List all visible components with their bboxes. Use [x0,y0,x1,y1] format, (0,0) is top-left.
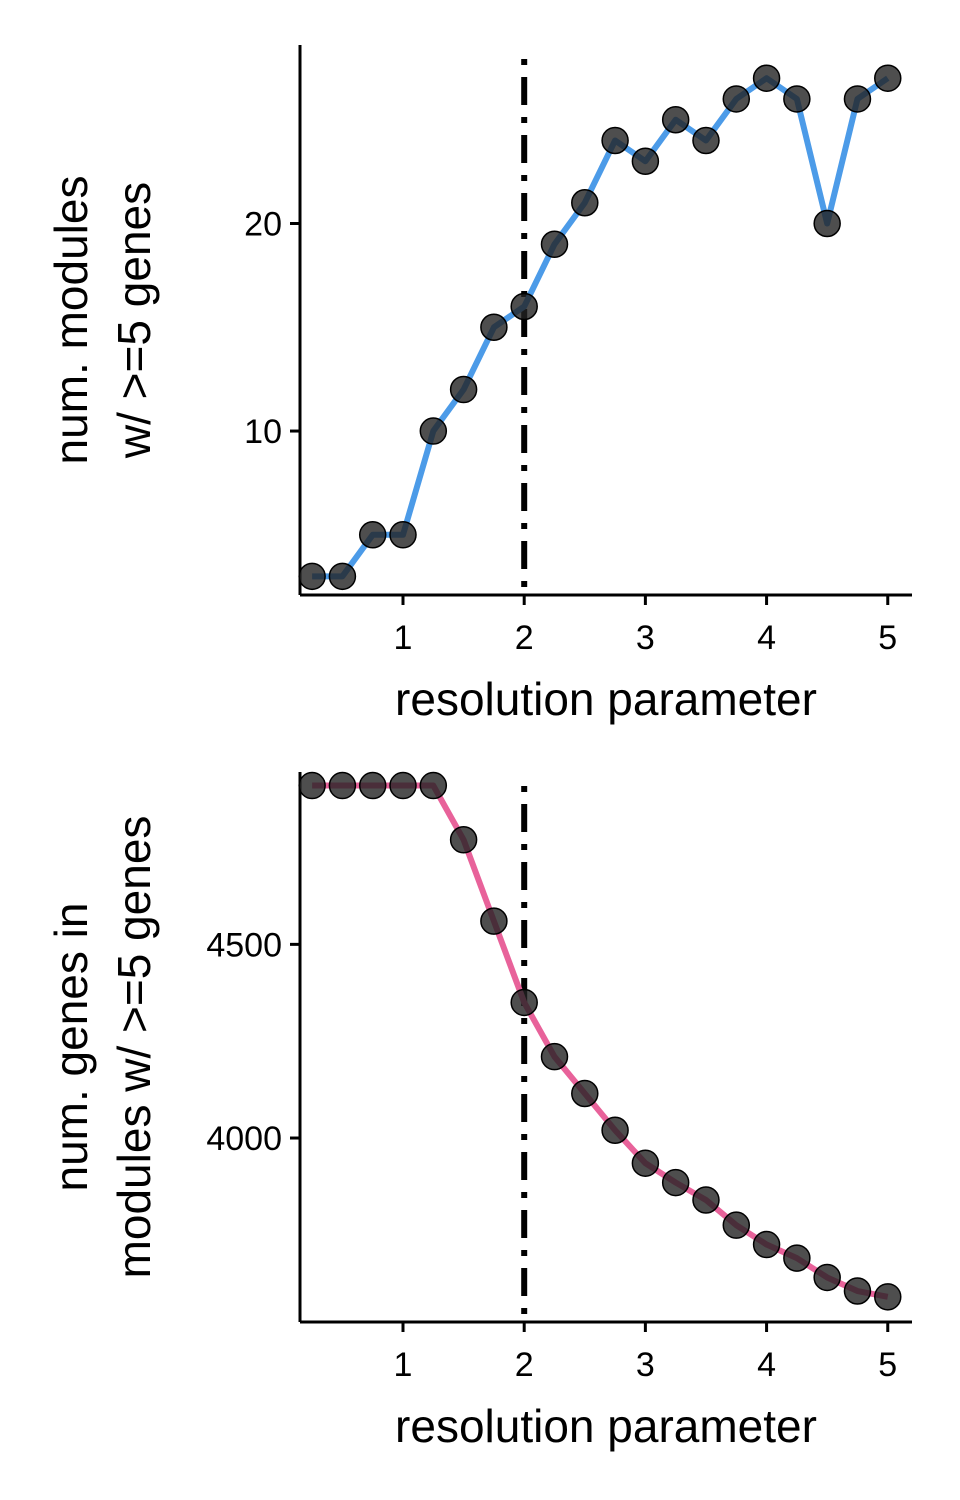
data-point [752,1230,781,1259]
x-tick-label: 3 [636,1346,655,1384]
data-point [419,771,448,800]
data-point [358,521,387,549]
data-point [722,85,751,113]
data-point [874,1283,902,1311]
data-point [631,147,660,175]
data-point [389,771,417,800]
x-tick-label: 1 [394,1346,413,1384]
data-point [358,771,387,800]
data-point [540,1042,569,1071]
x-axis-title: resolution parameter [395,1400,817,1452]
data-point [480,907,508,935]
data-point [843,1277,872,1305]
data-point [328,771,357,800]
y-axis-title-line: num. genes in [45,903,97,1192]
x-tick-label: 1 [394,619,413,657]
data-point [813,209,841,238]
x-tick-label: 4 [757,619,776,657]
x-tick-label: 2 [515,1346,534,1384]
y-axis-title-line: modules w/ >=5 genes [108,816,160,1279]
y-axis-title-line: num. modules [45,176,97,465]
data-point [631,1149,660,1177]
x-tick-label: 2 [515,619,534,657]
data-point [843,85,872,113]
chart-panel-2: 1 2 3 4 5 4000 4500 resolution parameter num. ge… [45,771,912,1452]
data-point [298,771,326,800]
x-tick-label: 4 [757,1346,776,1384]
data-point [692,126,720,155]
data-point [571,1079,599,1108]
x-axis-title: resolution parameter [395,673,817,725]
data-point [389,521,417,549]
data-point [722,1211,751,1239]
y-tick-label: 20 [244,205,282,243]
y-axis-title-line: w/ >=5 genes [108,182,160,459]
data-point [328,562,357,591]
x-tick-label: 5 [878,619,897,657]
data-point [661,1168,690,1197]
y-tick-label: 4500 [206,926,282,964]
data-point [540,230,569,258]
data-point [692,1186,720,1214]
data-point [661,105,690,134]
y-tick-label: 4000 [206,1120,282,1158]
data-point [510,292,538,321]
data-point [783,1244,811,1272]
series-line [312,782,889,1300]
data-point [419,417,448,445]
data-point [449,375,478,404]
x-tick-label: 5 [878,1346,897,1384]
data-point [601,126,629,155]
data-point [783,85,811,113]
x-tick-label: 3 [636,619,655,657]
y-tick-label: 10 [244,413,282,451]
data-point [752,64,781,92]
data-point [480,313,508,342]
data-point [571,188,599,217]
data-point [601,1116,629,1145]
data-point [874,64,902,92]
series-line [312,75,890,580]
data-point [813,1263,841,1292]
data-point [449,826,478,854]
chart-panel-1: 1 2 3 4 5 10 20 resolution parameter num. module… [45,45,912,725]
data-point [510,988,538,1017]
data-point [298,562,326,591]
